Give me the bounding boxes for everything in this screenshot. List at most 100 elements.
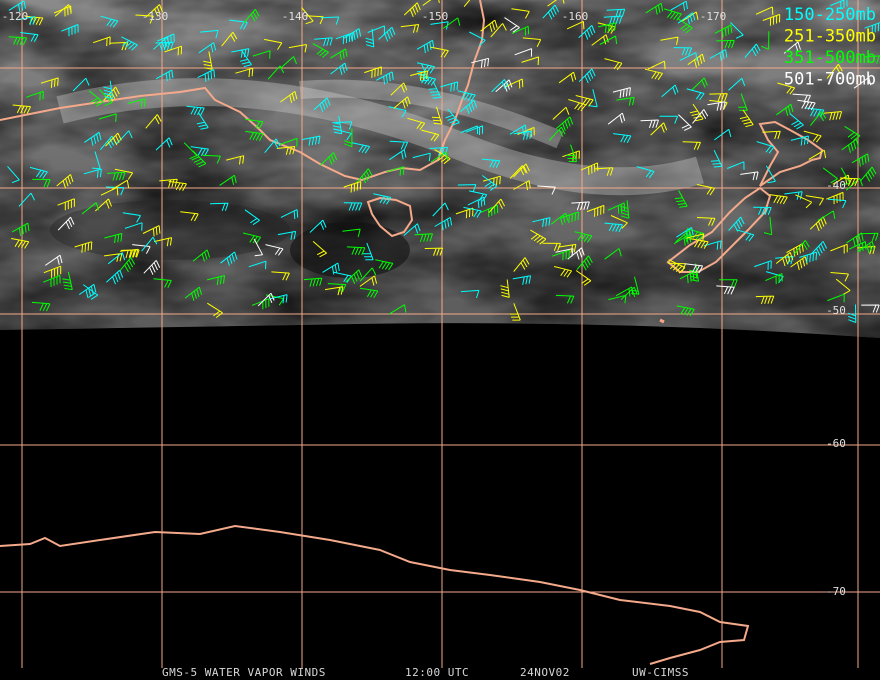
wind-barb bbox=[132, 244, 151, 254]
wind-barb bbox=[265, 244, 284, 256]
wind-barb bbox=[696, 184, 715, 196]
wind-barb bbox=[264, 138, 281, 154]
wind-barb bbox=[159, 178, 178, 188]
wind-barb bbox=[810, 111, 827, 126]
wind-barb bbox=[851, 153, 870, 167]
latitude-label: -40 bbox=[826, 179, 846, 192]
wind-barb bbox=[343, 202, 363, 211]
wind-barb bbox=[555, 248, 574, 257]
wind-barb bbox=[153, 278, 172, 288]
wind-barb bbox=[196, 112, 209, 130]
wind-barb bbox=[714, 24, 733, 38]
wind-barb bbox=[54, 4, 72, 17]
wind-barb bbox=[190, 146, 209, 157]
wind-barb bbox=[390, 82, 408, 96]
wind-barb bbox=[245, 130, 264, 142]
wind-barb bbox=[121, 249, 140, 258]
wind-barb bbox=[345, 269, 363, 284]
footer-text: UW-CIMSS bbox=[632, 666, 689, 679]
wind-barb bbox=[203, 51, 213, 70]
wind-barb bbox=[645, 2, 664, 15]
wind-barb bbox=[183, 142, 198, 160]
wind-barb bbox=[727, 161, 745, 170]
wind-barb bbox=[432, 202, 449, 217]
wind-barb bbox=[327, 283, 347, 293]
wind-barb bbox=[755, 295, 775, 305]
wind-barb bbox=[314, 37, 333, 47]
wind-barb bbox=[57, 216, 75, 231]
wind-barb bbox=[495, 79, 513, 93]
wind-barb bbox=[677, 12, 696, 25]
wind-barb bbox=[839, 177, 859, 187]
wind-barb bbox=[613, 133, 632, 144]
wind-barb bbox=[43, 265, 62, 278]
wind-barb bbox=[343, 28, 362, 42]
wind-barb bbox=[728, 77, 746, 91]
wind-barb bbox=[142, 225, 161, 237]
wind-barb bbox=[620, 200, 630, 219]
wind-barb bbox=[762, 130, 781, 140]
wind-barb bbox=[114, 168, 134, 180]
wind-barb bbox=[567, 247, 585, 260]
wind-barb bbox=[776, 103, 794, 116]
wind-barb bbox=[561, 211, 579, 224]
wind-barb bbox=[761, 31, 770, 50]
wind-barb bbox=[468, 190, 488, 202]
wind-barb bbox=[670, 0, 688, 11]
wind-barb bbox=[251, 298, 270, 310]
wind-barb bbox=[606, 8, 626, 18]
wind-barb bbox=[373, 193, 392, 205]
wind-barb bbox=[84, 131, 102, 146]
wind-barb bbox=[740, 171, 759, 181]
footer-text: 24NOV02 bbox=[520, 666, 570, 679]
wind-barb bbox=[313, 97, 331, 112]
wind-barb bbox=[790, 135, 809, 146]
wind-barb bbox=[696, 217, 716, 226]
wind-barb bbox=[359, 275, 378, 287]
wind-barb bbox=[367, 25, 385, 34]
wind-barb bbox=[765, 273, 783, 285]
wind-barb bbox=[309, 219, 327, 233]
wind-barb bbox=[571, 201, 590, 211]
wind-barb bbox=[846, 232, 864, 247]
wind-barb bbox=[512, 275, 532, 285]
wind-barb bbox=[72, 77, 90, 92]
wind-barb bbox=[226, 155, 245, 165]
wind-barb bbox=[686, 233, 705, 242]
wind-barb bbox=[403, 223, 421, 236]
coastlines bbox=[0, 0, 824, 665]
wind-barb bbox=[465, 125, 484, 136]
wind-barb bbox=[252, 50, 271, 59]
wind-barb bbox=[555, 294, 575, 304]
footer: GMS-5 WATER VAPOR WINDS 12:00 UTC 24NOV02 U… bbox=[162, 666, 689, 679]
wind-barb bbox=[62, 271, 73, 291]
wind-barb bbox=[45, 254, 63, 266]
wind-barb bbox=[103, 80, 113, 100]
wind-barb bbox=[756, 141, 775, 154]
wind-barb bbox=[647, 60, 666, 70]
wind-barb bbox=[566, 20, 585, 30]
wind-barb bbox=[744, 43, 761, 59]
wind-barb bbox=[26, 90, 44, 101]
wind-barb bbox=[312, 43, 329, 58]
wind-barb bbox=[591, 34, 609, 46]
wind-barb bbox=[530, 229, 547, 245]
wind-barb bbox=[482, 175, 498, 191]
longitude-label: -150 bbox=[422, 10, 449, 23]
wind-barb bbox=[440, 81, 459, 92]
wind-barb bbox=[412, 152, 431, 162]
wind-barb bbox=[532, 217, 551, 228]
wind-barb bbox=[356, 168, 373, 184]
wind-barb bbox=[257, 292, 275, 307]
wind-barb bbox=[11, 238, 30, 249]
wind-barb bbox=[803, 130, 822, 143]
wind-barb bbox=[830, 243, 848, 254]
wind-barb bbox=[242, 232, 262, 245]
wind-barb bbox=[430, 151, 449, 163]
wind-barb bbox=[243, 8, 260, 24]
wind-barb bbox=[848, 241, 867, 253]
wind-barb bbox=[679, 270, 698, 284]
wind-barb bbox=[480, 204, 499, 218]
wind-barb bbox=[714, 128, 732, 141]
wind-barb bbox=[677, 17, 693, 34]
